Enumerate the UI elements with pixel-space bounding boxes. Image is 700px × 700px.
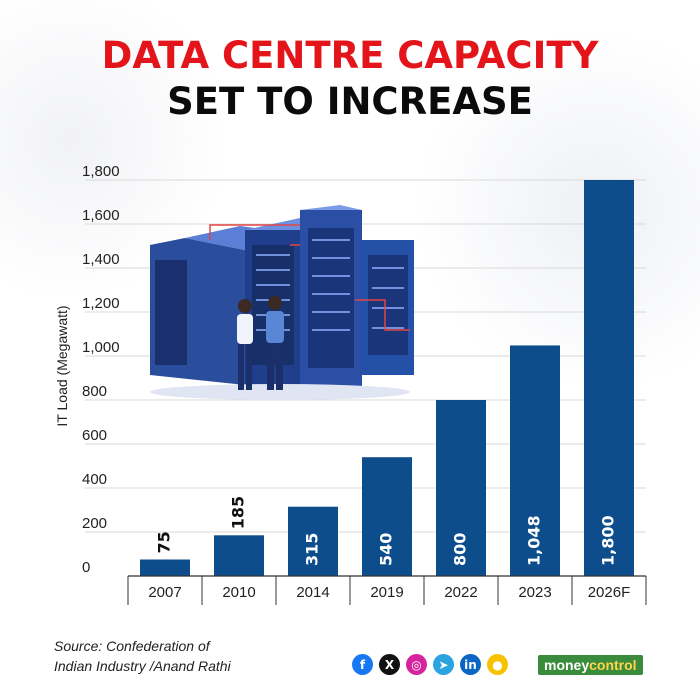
x-tick-label: 2010 [222,584,255,601]
x-tick-label: 2014 [296,584,329,601]
y-axis-label: IT Load (Megawatt) [54,305,70,426]
source-line1: Source: Confederation of [54,638,210,654]
instagram-icon[interactable]: ◎ [406,654,427,675]
y-tick-label: 1,200 [82,295,120,312]
bar-value-label: 315 [303,533,322,566]
y-tick-label: 1,600 [82,207,120,224]
brand-logo: moneycontrol [538,655,643,675]
bar [436,400,486,576]
x-tick-label: 2023 [518,584,551,601]
bar-value-label: 800 [451,533,470,566]
x-tick-label: 2007 [148,584,181,601]
chart-title-line2: SET TO INCREASE [167,80,533,123]
brand-part1: money [544,657,590,673]
brand-part2: control [589,657,637,673]
bar [510,345,560,576]
y-tick-label: 800 [82,383,107,400]
bar-value-label: 75 [155,531,174,553]
bar [362,457,412,576]
bar-value-label: 540 [377,533,396,566]
telegram-icon[interactable]: ➤ [433,654,454,675]
bar-value-label: 1,048 [525,515,544,566]
y-tick-label: 1,800 [82,163,120,180]
bars: 75 185 315 540 800 1,048 1,800 [140,180,634,576]
x-tick-label: 2026F [588,584,631,601]
y-tick-label: 400 [82,471,107,488]
linkedin-icon[interactable]: in [460,654,481,675]
source-line2: Indian Industry /Anand Rathi [54,658,231,674]
social-links: f X ◎ ➤ in ● [352,654,508,675]
x-axis: 2007 2010 2014 2019 2022 2023 2026F [127,575,647,605]
x-tick-label: 2019 [370,584,403,601]
facebook-icon[interactable]: f [352,654,373,675]
bar [140,559,190,576]
bar [584,180,634,576]
koo-icon[interactable]: ● [487,654,508,675]
bar-value-label: 1,800 [599,515,618,566]
x-tick-label: 2022 [444,584,477,601]
source-note: Source: Confederation of Indian Industry… [54,636,314,676]
y-tick-label: 1,400 [82,251,120,268]
y-tick-label: 0 [82,559,90,576]
bar [214,535,264,576]
data-center-illustration [150,205,414,400]
y-tick-label: 600 [82,427,107,444]
bar [288,506,338,576]
y-axis-ticks: 0 200 400 600 800 1,000 1,200 1,400 1,600 1,800 [82,163,120,576]
chart-title-line1: DATA CENTRE CAPACITY [101,34,599,77]
x-icon[interactable]: X [379,654,400,675]
y-tick-label: 200 [82,515,107,532]
y-tick-label: 1,000 [82,339,120,356]
bar-value-label: 185 [229,496,248,529]
